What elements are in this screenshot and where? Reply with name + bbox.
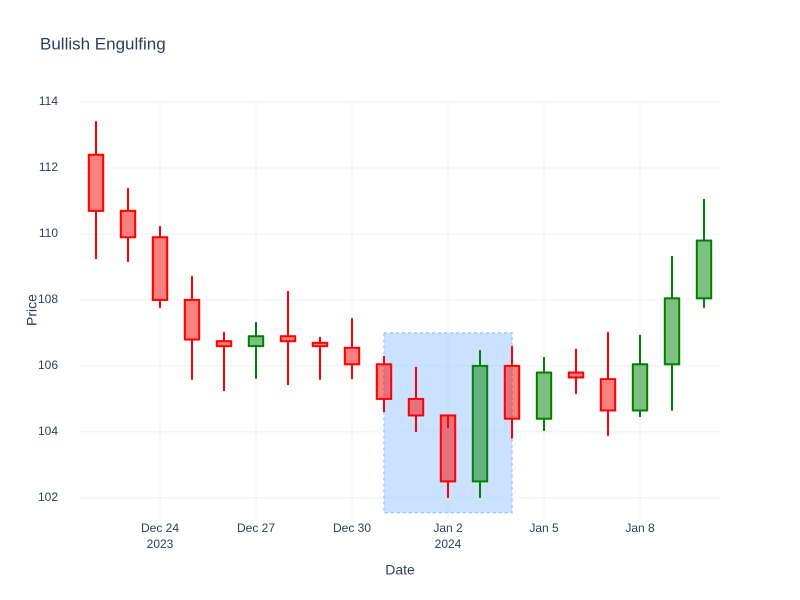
candle-body <box>471 364 489 483</box>
chart-title: Bullish Engulfing <box>40 34 166 53</box>
candle-body <box>151 236 169 301</box>
x-tick-year: 2023 <box>147 537 174 551</box>
x-tick-label: Dec 24 <box>141 521 179 535</box>
x-tick-label: Dec 30 <box>333 521 371 535</box>
y-tick-label: 112 <box>39 160 58 174</box>
candle-body <box>599 378 617 412</box>
candle-body <box>407 397 425 417</box>
candle-body <box>567 371 585 379</box>
candle-body <box>695 239 713 300</box>
candle-body <box>375 363 393 400</box>
candle-body <box>215 340 233 348</box>
y-tick-label: 110 <box>39 226 58 240</box>
x-tick-label: Dec 27 <box>237 521 275 535</box>
candle-body <box>279 335 297 343</box>
x-axis-title: Date <box>385 562 415 578</box>
candle-body <box>343 346 361 366</box>
candle-body <box>663 297 681 366</box>
candle-body <box>87 153 105 212</box>
y-tick-label: 104 <box>38 424 58 438</box>
y-tick-label: 114 <box>39 94 58 108</box>
x-tick-label: Jan 8 <box>625 521 655 535</box>
y-tick-label: 102 <box>38 490 58 504</box>
y-tick-label: 108 <box>38 292 58 306</box>
candle-body <box>119 209 137 239</box>
x-tick-label: Jan 2 <box>433 521 463 535</box>
candle-body <box>535 371 553 420</box>
candle-body <box>247 335 265 348</box>
x-tick-label: Jan 5 <box>529 521 559 535</box>
y-axis-title: Price <box>24 294 40 326</box>
candle-body <box>503 364 521 420</box>
candle-body <box>183 298 201 341</box>
candle-body <box>311 341 329 348</box>
candle-body <box>439 414 457 483</box>
y-tick-label: 106 <box>38 358 58 372</box>
candle-body <box>631 363 649 412</box>
x-tick-year: 2024 <box>435 537 462 551</box>
